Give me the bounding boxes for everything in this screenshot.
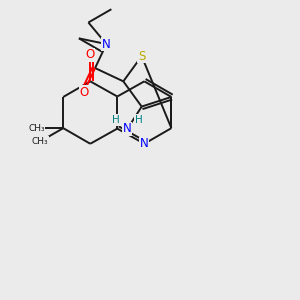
Text: N: N: [123, 122, 132, 135]
Text: N: N: [140, 137, 149, 150]
Text: S: S: [138, 50, 146, 63]
Text: O: O: [86, 48, 95, 61]
Text: H: H: [135, 115, 142, 125]
Text: CH₃: CH₃: [28, 124, 45, 133]
Text: H: H: [112, 115, 120, 125]
Text: O: O: [79, 85, 88, 99]
Text: N: N: [102, 38, 111, 51]
Text: CH₃: CH₃: [32, 137, 49, 146]
